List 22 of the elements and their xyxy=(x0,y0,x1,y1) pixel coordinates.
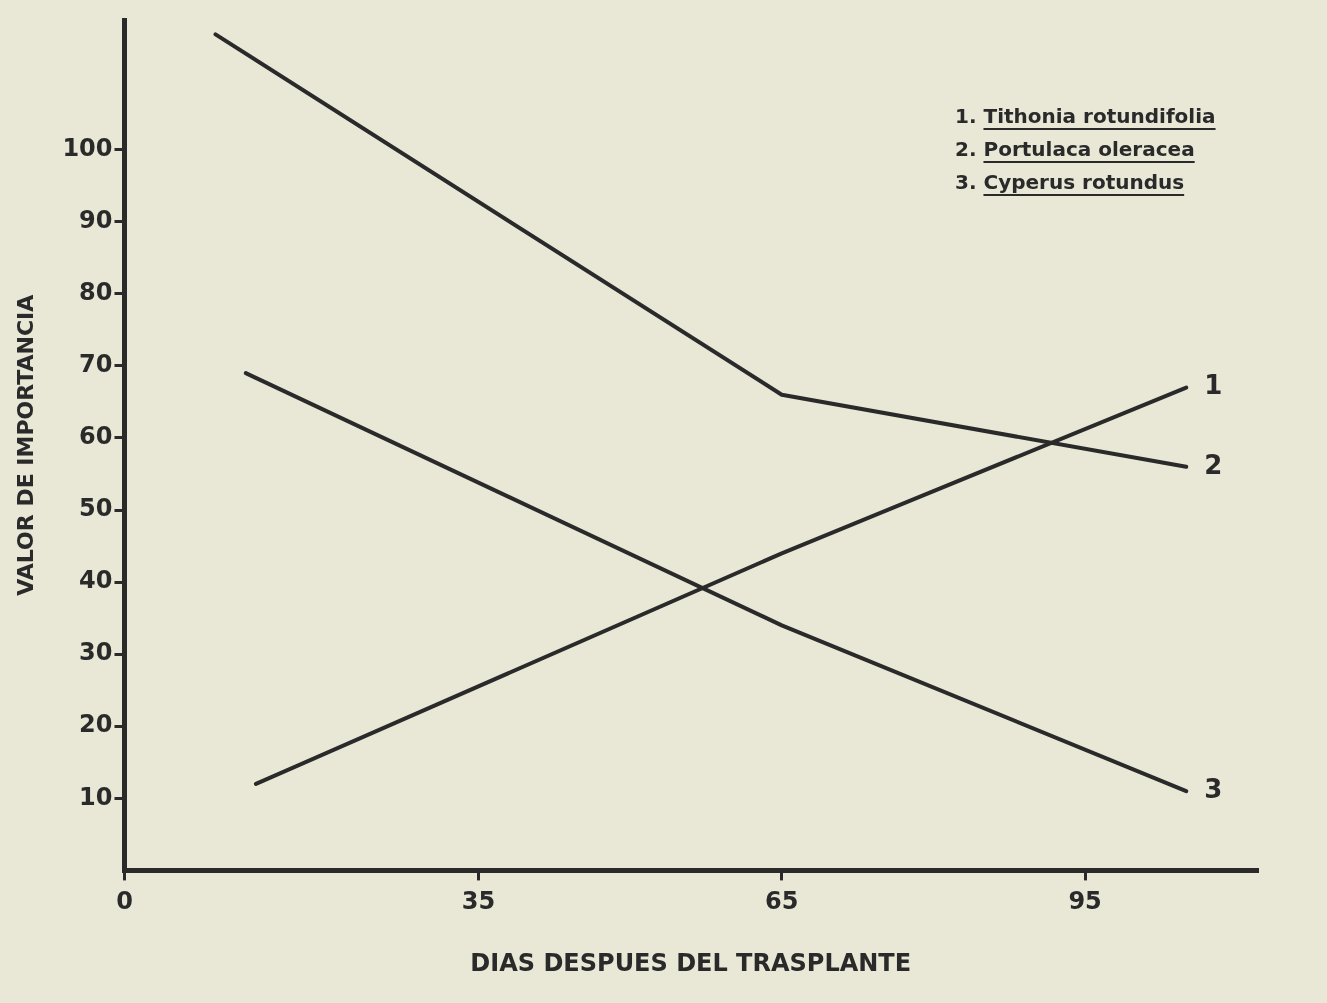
series-label: 3 xyxy=(1204,773,1223,804)
x-tick-label: 0 xyxy=(116,887,133,916)
y-tick-label: 60 xyxy=(79,422,113,451)
series-label: 1 xyxy=(1204,370,1223,401)
x-tick-label: 95 xyxy=(1068,887,1102,916)
y-tick-label: 90 xyxy=(79,206,113,235)
y-tick-label: 40 xyxy=(79,566,113,595)
x-tick-label: 65 xyxy=(765,887,799,916)
y-axis-title: VALOR DE IMPORTANCIA xyxy=(12,294,38,596)
x-axis-title: DIAS DESPUES DEL TRASPLANTE xyxy=(470,948,912,977)
x-tick-label: 35 xyxy=(461,887,496,916)
y-tick-label: 70 xyxy=(79,350,113,379)
y-tick-label: 30 xyxy=(79,638,113,667)
y-tick-label: 20 xyxy=(79,710,113,739)
y-tick-label: 50 xyxy=(79,494,113,523)
annotation: 3. Cyperus rotundus xyxy=(955,169,1186,196)
y-tick-label: 10 xyxy=(79,782,113,811)
y-tick-label: 100 xyxy=(62,133,113,162)
series-label: 2 xyxy=(1204,449,1223,480)
y-tick-label: 80 xyxy=(79,278,113,307)
annotation: 2. Portulaca oleracea xyxy=(955,136,1196,163)
annotation: 1. Tithonia rotundifolia xyxy=(955,103,1216,130)
